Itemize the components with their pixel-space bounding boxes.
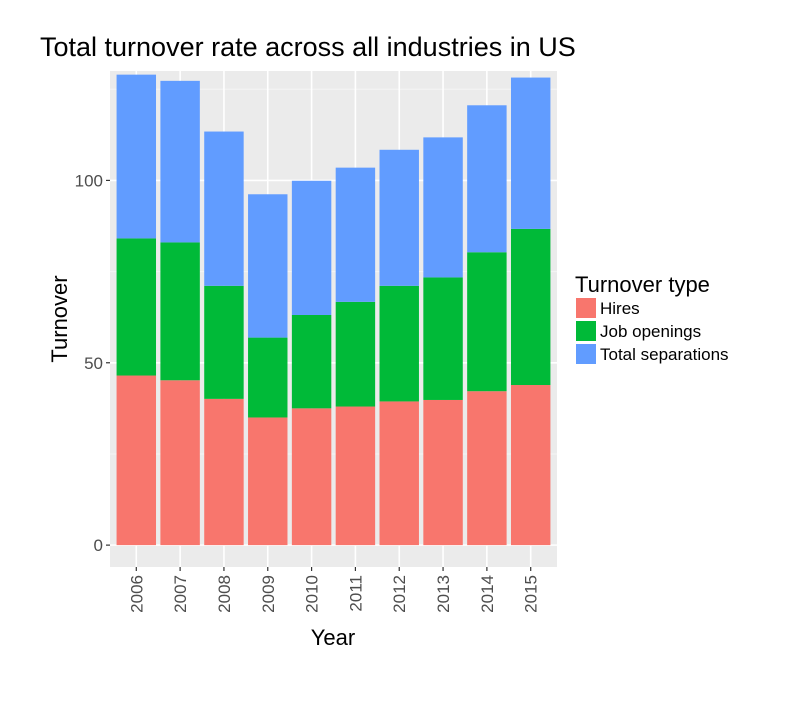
legend-swatch-job-openings bbox=[576, 321, 596, 341]
y-tick-label: 0 bbox=[94, 536, 103, 555]
bar-total-separations-2013 bbox=[423, 137, 463, 278]
bar-job-openings-2010 bbox=[291, 314, 332, 409]
bar-total-separations-2007 bbox=[160, 80, 200, 243]
x-tick-label: 2006 bbox=[127, 575, 146, 613]
x-tick-label: 2009 bbox=[259, 575, 278, 613]
x-tick-label: 2010 bbox=[303, 575, 322, 613]
bar-job-openings-2015 bbox=[510, 228, 551, 386]
legend-items: Hires Job openings Total separations bbox=[576, 298, 729, 364]
y-tick-label: 50 bbox=[84, 354, 103, 373]
bar-hires-2011 bbox=[335, 406, 376, 546]
bar-job-openings-2011 bbox=[335, 301, 376, 407]
x-tick-label: 2011 bbox=[346, 575, 365, 612]
x-tick-label: 2015 bbox=[522, 575, 541, 613]
bar-total-separations-2009 bbox=[248, 194, 288, 338]
x-tick-label: 2012 bbox=[390, 575, 409, 613]
bar-total-separations-2006 bbox=[116, 74, 157, 239]
bar-job-openings-2008 bbox=[204, 285, 244, 399]
bar-hires-2007 bbox=[160, 380, 200, 546]
legend-swatch-total-separations bbox=[576, 344, 596, 364]
y-axis-title: Turnover bbox=[47, 275, 72, 362]
y-tick-label: 100 bbox=[75, 171, 103, 190]
x-axis: 2006 2007 2008 2009 2010 2011 2012 2013 2014 2015 bbox=[127, 567, 541, 613]
bar-hires-2010 bbox=[291, 408, 332, 546]
legend-swatch-hires bbox=[576, 298, 596, 318]
y-axis: 0 50 100 bbox=[75, 171, 110, 555]
bar-hires-2013 bbox=[423, 399, 463, 546]
x-axis-title: Year bbox=[311, 625, 355, 650]
bar-total-separations-2011 bbox=[335, 167, 376, 302]
x-tick-label: 2008 bbox=[215, 575, 234, 613]
legend-label-total-separations: Total separations bbox=[600, 345, 729, 364]
bar-job-openings-2009 bbox=[248, 337, 288, 418]
bar-hires-2012 bbox=[379, 401, 419, 546]
legend-label-hires: Hires bbox=[600, 299, 640, 318]
bar-job-openings-2006 bbox=[116, 238, 157, 376]
bars bbox=[116, 74, 551, 546]
legend-title: Turnover type bbox=[575, 272, 710, 297]
bar-hires-2008 bbox=[204, 398, 244, 546]
bar-job-openings-2013 bbox=[423, 277, 463, 400]
x-tick-label: 2007 bbox=[171, 575, 190, 613]
bar-total-separations-2015 bbox=[510, 77, 551, 229]
bar-job-openings-2012 bbox=[379, 285, 419, 402]
legend-label-job-openings: Job openings bbox=[600, 322, 701, 341]
bar-hires-2014 bbox=[467, 391, 507, 546]
bar-total-separations-2012 bbox=[379, 149, 419, 286]
bar-hires-2006 bbox=[116, 375, 157, 546]
bar-job-openings-2014 bbox=[467, 252, 507, 392]
x-tick-label: 2014 bbox=[478, 575, 497, 613]
x-tick-label: 2013 bbox=[434, 575, 453, 613]
bar-total-separations-2014 bbox=[467, 105, 507, 253]
chart-title: Total turnover rate across all industrie… bbox=[40, 32, 576, 62]
bar-total-separations-2010 bbox=[291, 180, 332, 315]
bar-hires-2015 bbox=[510, 385, 551, 546]
bar-hires-2009 bbox=[248, 417, 288, 546]
legend: Turnover type Hires Job openings Total sep… bbox=[575, 272, 729, 364]
bar-total-separations-2008 bbox=[204, 131, 244, 286]
bar-job-openings-2007 bbox=[160, 242, 200, 381]
